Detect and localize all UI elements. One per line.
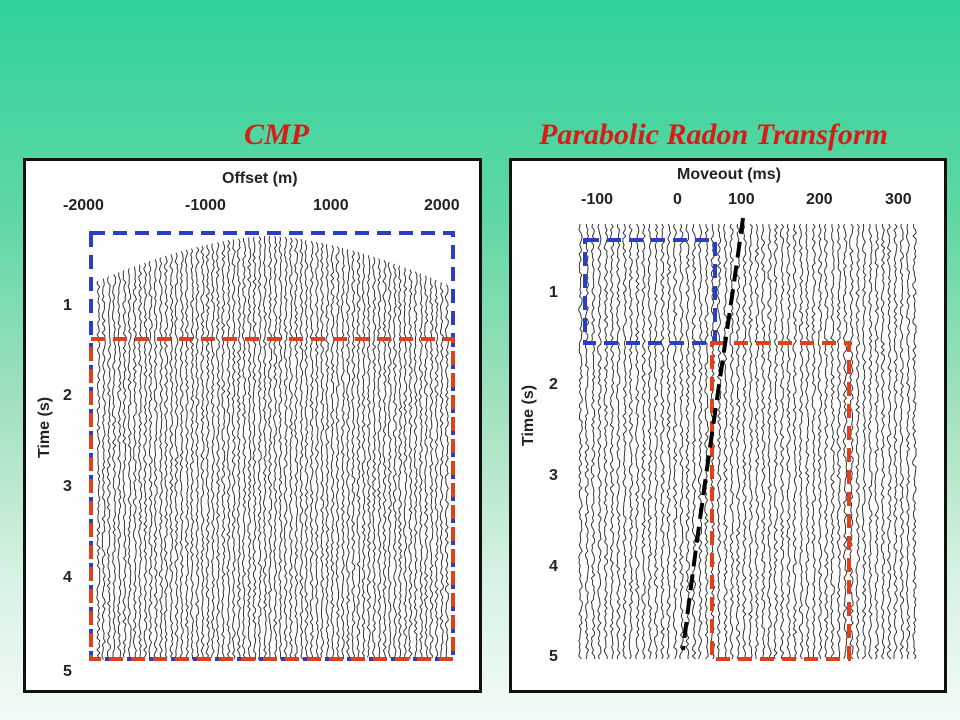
- radon-x-tick: 100: [728, 191, 755, 208]
- cmp-x-tick: 2000: [424, 197, 460, 214]
- cmp-y-tick: 5: [63, 663, 72, 680]
- cmp-title: CMP: [244, 118, 310, 151]
- cmp-y-tick: 1: [63, 297, 72, 314]
- radon-x-tick: 0: [673, 191, 682, 208]
- seismic-trace-bundle: [96, 235, 449, 661]
- cmp-x-tick: -1000: [185, 197, 226, 214]
- cmp-y-tick: 4: [63, 569, 72, 586]
- cmp-red-window: [89, 337, 455, 661]
- cmp-x-axis-title: Offset (m): [222, 170, 298, 187]
- radon-y-tick: 5: [549, 648, 558, 665]
- radon-x-tick: 200: [806, 191, 833, 208]
- seismic-trace-bundle: [578, 223, 917, 660]
- radon-y-tick: 3: [549, 467, 558, 484]
- radon-y-tick: 4: [549, 558, 558, 575]
- radon-x-tick: 300: [885, 191, 912, 208]
- cmp-panel: [23, 158, 482, 693]
- cmp-y-tick: 2: [63, 387, 72, 404]
- radon-y-tick: 2: [549, 376, 558, 393]
- radon-y-tick: 1: [549, 284, 558, 301]
- cmp-seismic-traces: [96, 235, 449, 661]
- radon-red-window: [710, 341, 851, 661]
- radon-blue-window: [583, 238, 717, 345]
- cmp-y-tick: 3: [63, 478, 72, 495]
- radon-title: Parabolic Radon Transform: [539, 118, 888, 151]
- cmp-x-tick: -2000: [63, 197, 104, 214]
- cmp-x-tick: 1000: [313, 197, 349, 214]
- radon-x-tick: -100: [581, 191, 614, 208]
- radon-x-axis-title: Moveout (ms): [677, 166, 781, 183]
- radon-moveout-curve: [681, 217, 745, 651]
- radon-seismic-traces: [578, 223, 917, 660]
